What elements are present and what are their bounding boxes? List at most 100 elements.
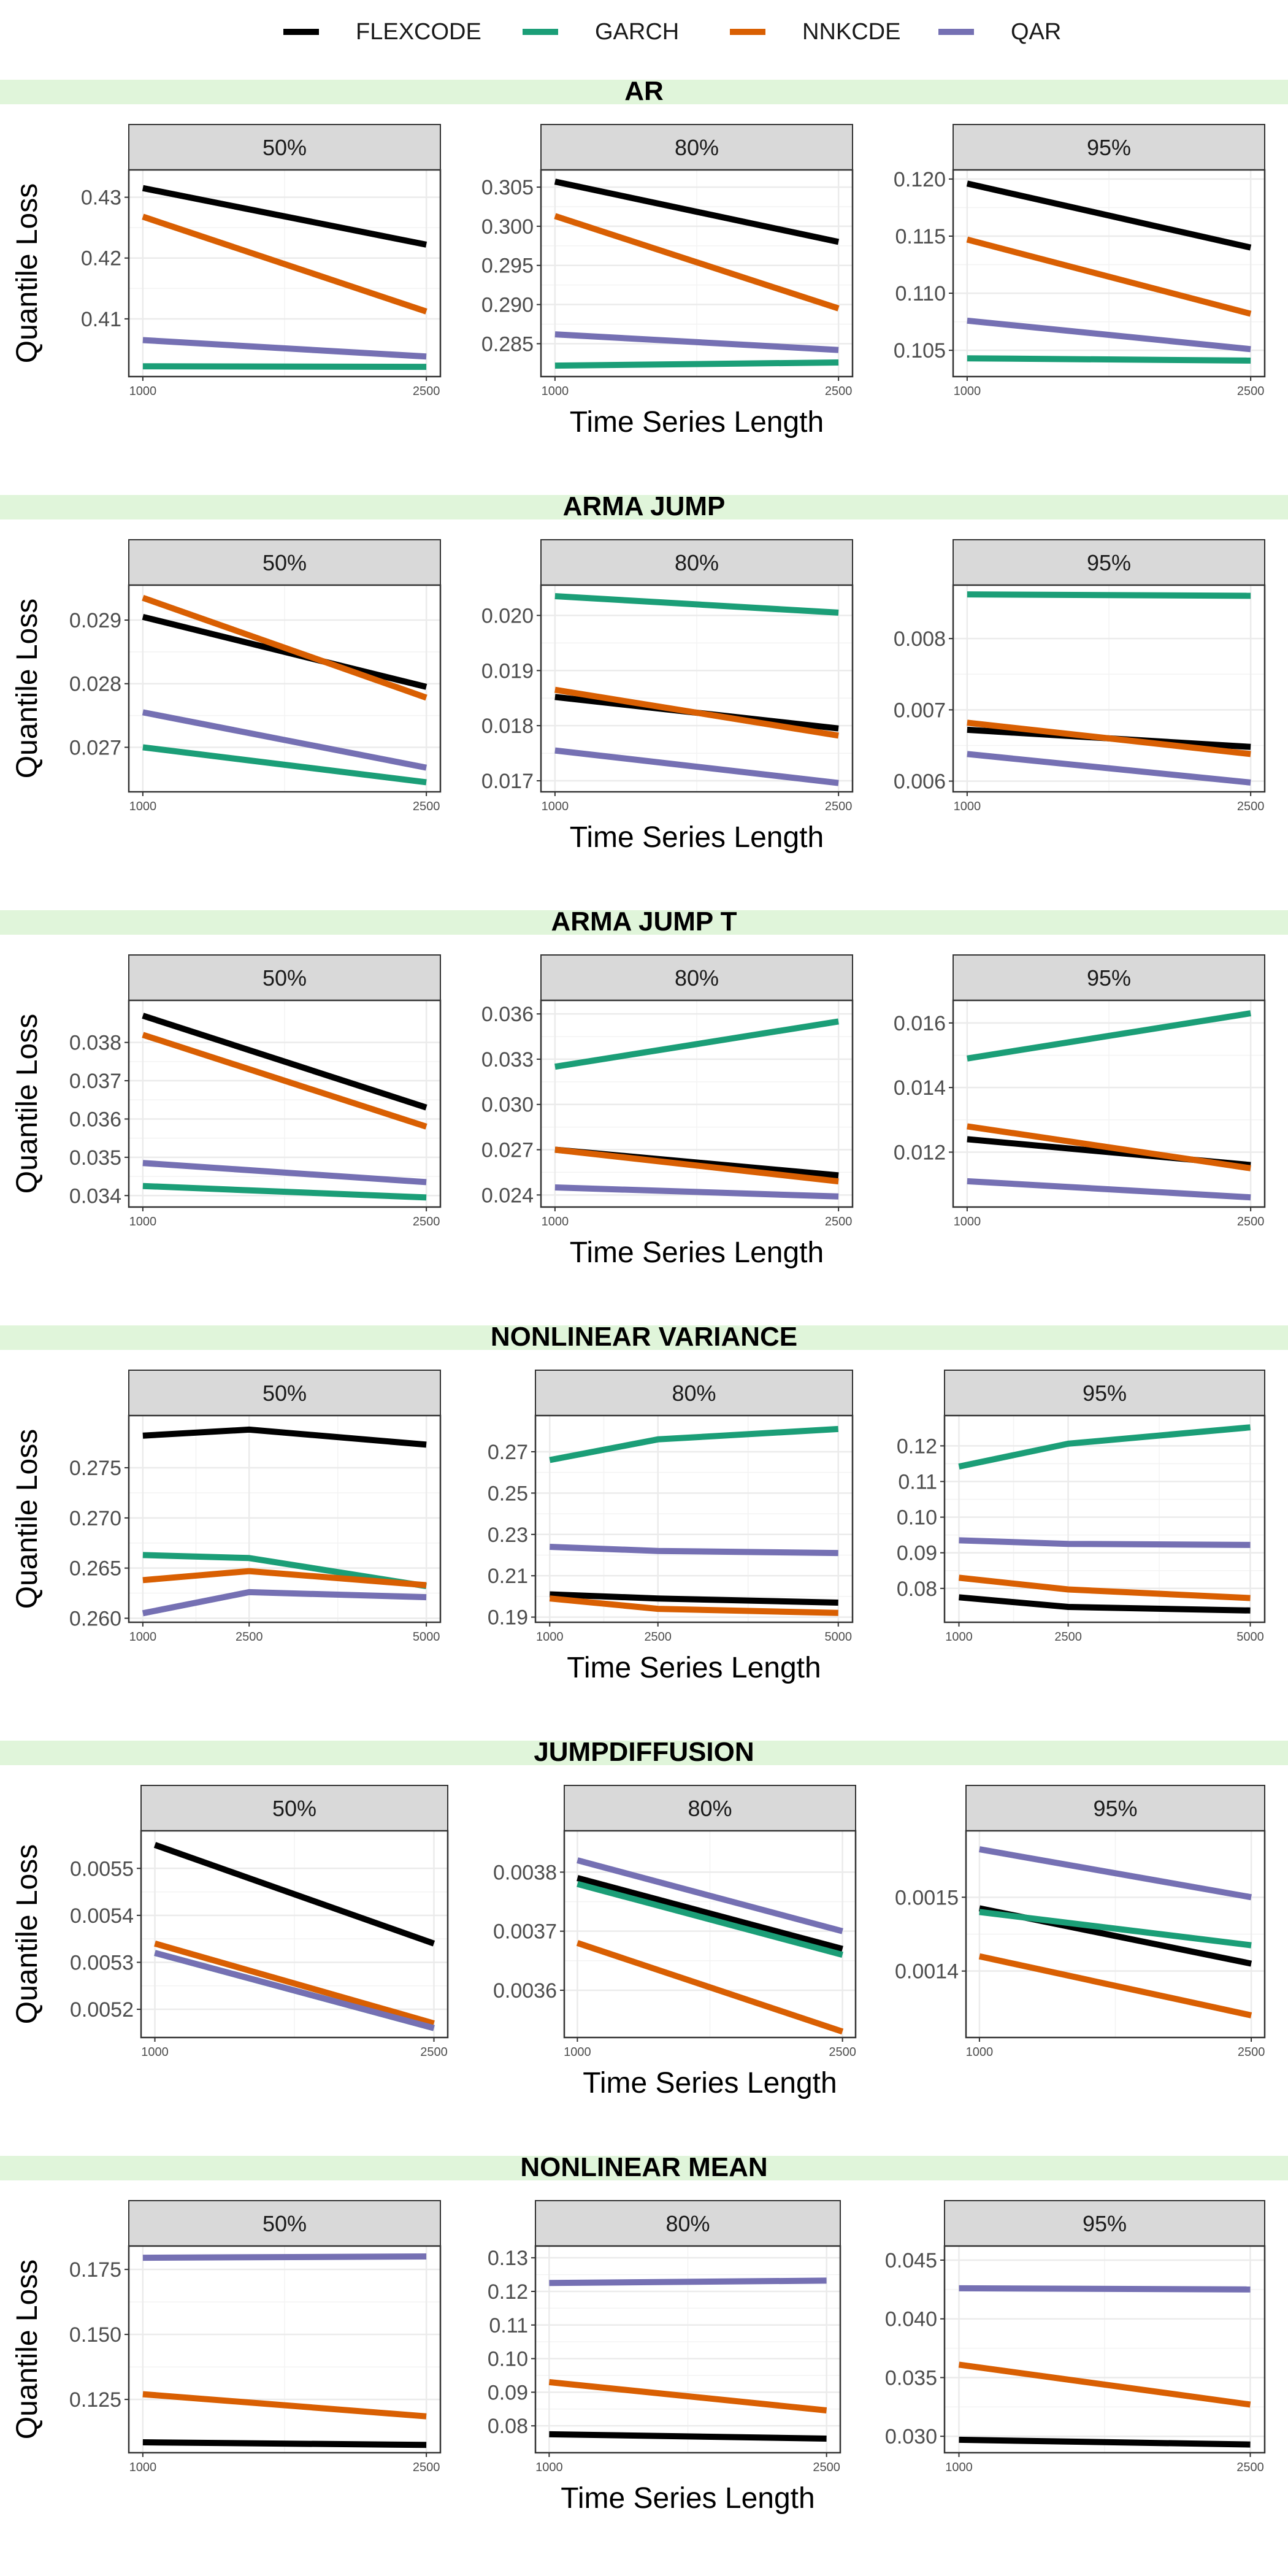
legend-label-garch: GARCH	[595, 19, 679, 45]
series-line-qar	[142, 2253, 427, 2261]
series-line-nnkcde	[154, 1940, 435, 2026]
y-tick-label: 0.120	[894, 168, 946, 191]
x-tick-label: 1000	[129, 385, 157, 398]
series-line-nnkcde	[554, 213, 840, 312]
x-tick-label: 2500	[644, 1630, 672, 1644]
x-tick-label: 1000	[129, 800, 157, 813]
facet-panel-95pct: 95% 0.012 0.014 0.016 1000 2500	[894, 954, 1266, 1229]
x-axis-title: Time Series Length	[570, 821, 824, 854]
y-tick-label: 0.11	[898, 1470, 937, 1493]
series-line-nnkcde	[554, 1146, 839, 1185]
x-tick-label: 2500	[1237, 385, 1265, 398]
series-line-qar	[979, 1846, 1252, 1901]
x-tick-label: 2500	[825, 1215, 853, 1229]
panel-border	[952, 584, 1266, 793]
facet-strip	[564, 1785, 856, 1831]
x-tick-label: 1000	[564, 2045, 591, 2059]
x-tick-label: 2500	[1054, 1630, 1082, 1644]
facet-panel-95pct: 95% 0.08 0.09 0.10 0.11 0.12 1000 2500 5000	[897, 1370, 1266, 1644]
x-tick-label: 2500	[813, 2461, 840, 2474]
x-axis-title: Time Series Length	[583, 2067, 837, 2099]
section-nonlinear-variance: NONLINEAR VARIANCE 50% 0.260 0.265 0.270 0.27…	[0, 1322, 1288, 1684]
y-tick-label: 0.006	[894, 770, 946, 794]
y-tick-label: 0.295	[481, 255, 534, 278]
y-tick-label: 0.25	[488, 1482, 528, 1505]
y-tick-label: 0.008	[894, 627, 946, 651]
y-tick-label: 0.21	[488, 1565, 528, 1588]
x-tick-label: 1000	[129, 1215, 157, 1229]
x-tick-label: 2500	[413, 385, 440, 398]
x-tick-label: 5000	[824, 1630, 852, 1644]
facet-strip-label: 80%	[672, 1381, 716, 1406]
facet-panel-80pct: 80% 0.024 0.027 0.030 0.033 0.036 1000 2500	[481, 954, 854, 1229]
y-axis-title: Quantile Loss	[11, 1844, 44, 2025]
y-tick-label: 0.035	[69, 1146, 121, 1170]
y-axis-title: Quantile Loss	[11, 1014, 44, 1194]
y-tick-label: 0.0014	[895, 1960, 959, 1984]
series-line-nnkcde	[967, 1123, 1251, 1171]
facet-panel-50pct: 50% 0.034 0.035 0.036 0.037 0.038 1000 2500	[69, 954, 442, 1229]
facet-panel-50pct: 50% 0.41 0.42 0.43 1000 2500	[81, 124, 442, 398]
y-tick-label: 0.19	[488, 1606, 528, 1630]
legend-item-nnkcde: NNKCDE	[730, 19, 900, 45]
panel-border	[540, 169, 854, 378]
y-tick-label: 0.300	[481, 215, 534, 239]
facet-panel-50pct: 50% 0.0052 0.0053 0.0054 0.0055 1000 2500	[70, 1785, 449, 2059]
series-line-garch	[554, 593, 839, 616]
panel-border	[952, 169, 1266, 378]
y-tick-label: 0.270	[69, 1507, 121, 1530]
facet-strip	[965, 1785, 1265, 1831]
series-line-flexcode	[554, 178, 840, 245]
series-line-nnkcde	[142, 1032, 427, 1130]
facet-strip-label: 80%	[675, 965, 719, 991]
facet-panel-50pct: 50% 0.125 0.150 0.175 1000 2500	[69, 2200, 442, 2474]
facet-strip	[540, 954, 853, 1001]
series-line-garch	[967, 591, 1251, 599]
series-line-flexcode	[577, 1875, 843, 1952]
legend-label-nnkcde: NNKCDE	[802, 19, 900, 45]
series-line-qar	[577, 1857, 843, 1934]
y-tick-label: 0.27	[488, 1441, 528, 1464]
section-arma-jump-t: ARMA JUMP T 50% 0.034 0.035 0.036 0.037 0.038 1…	[0, 907, 1288, 1269]
x-tick-label: 2500	[1236, 2461, 1264, 2474]
y-tick-label: 0.10	[488, 2348, 528, 2371]
series-line-nnkcde	[958, 1574, 1251, 1601]
y-tick-label: 0.045	[885, 2249, 937, 2272]
facet-strip	[953, 124, 1265, 171]
panel-border	[540, 584, 854, 793]
y-tick-label: 0.260	[69, 1607, 121, 1630]
facet-strip-label: 50%	[263, 1381, 307, 1406]
y-tick-label: 0.007	[894, 699, 946, 722]
y-tick-label: 0.036	[481, 1003, 534, 1026]
y-tick-label: 0.43	[81, 186, 121, 210]
y-tick-label: 0.018	[481, 715, 534, 738]
panel-border	[534, 1414, 854, 1623]
x-tick-label: 1000	[536, 1630, 564, 1644]
y-tick-label: 0.019	[481, 659, 534, 683]
panel-border	[540, 999, 854, 1208]
x-tick-label: 1000	[966, 2045, 994, 2059]
y-tick-label: 0.033	[481, 1048, 534, 1071]
y-tick-label: 0.12	[897, 1435, 937, 1458]
facet-strip	[535, 1370, 853, 1416]
series-line-qar	[554, 331, 839, 353]
y-tick-label: 0.0037	[493, 1920, 557, 1944]
x-tick-label: 1000	[954, 1215, 981, 1229]
x-tick-label: 2500	[1237, 1215, 1265, 1229]
x-tick-label: 2500	[829, 2045, 856, 2059]
x-tick-label: 2500	[236, 1630, 263, 1644]
series-line-flexcode	[153, 1842, 435, 1947]
series-line-qar	[142, 1589, 427, 1617]
x-tick-label: 1000	[945, 1630, 973, 1644]
y-tick-label: 0.027	[481, 1139, 534, 1162]
y-tick-label: 0.017	[481, 770, 534, 793]
x-tick-label: 2500	[420, 2045, 448, 2059]
facet-strip	[128, 1370, 441, 1416]
y-tick-label: 0.265	[69, 1557, 121, 1581]
series-line-flexcode	[142, 2439, 427, 2448]
series-line-nnkcde	[978, 1953, 1252, 2018]
y-tick-label: 0.125	[69, 2388, 121, 2412]
series-line-garch	[967, 355, 1251, 364]
x-tick-label: 2500	[1237, 800, 1265, 813]
series-line-nnkcde	[142, 594, 427, 701]
